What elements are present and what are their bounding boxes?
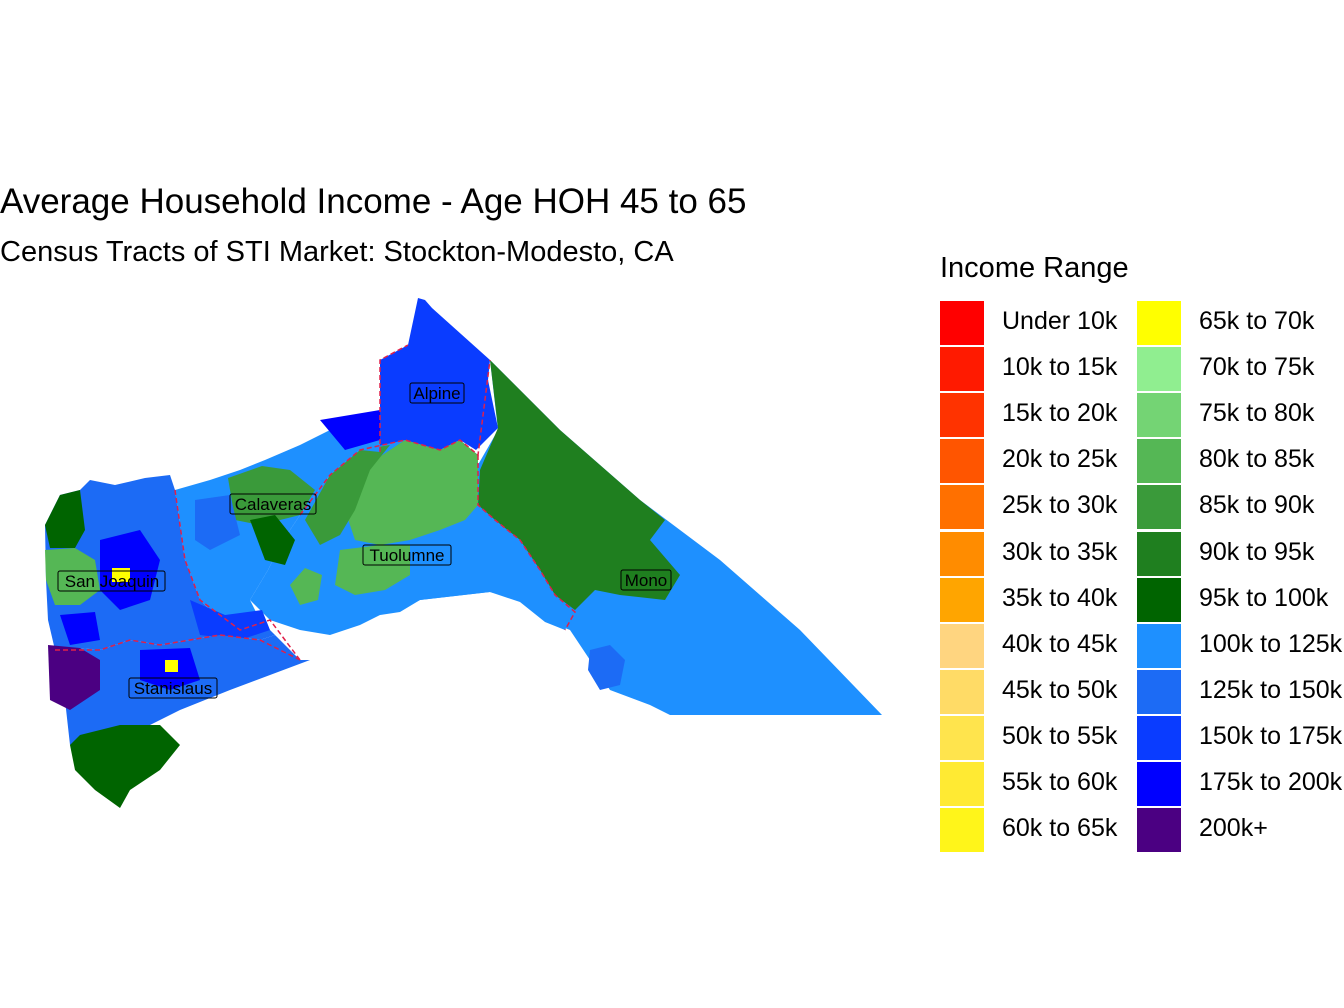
- legend-swatch: [1137, 577, 1181, 622]
- legend-label: 70k to 75k: [1199, 353, 1315, 382]
- stanislaus-south-darkgreen: [70, 725, 180, 808]
- map-title: Average Household Income - Age HOH 45 to…: [0, 182, 747, 221]
- tuolumne-green-tract-3: [290, 568, 322, 605]
- legend-label: 175k to 200k: [1199, 768, 1343, 796]
- legend-swatch: [1137, 762, 1181, 806]
- legend-label: 50k to 55k: [1002, 721, 1118, 750]
- legend-swatch: [1137, 485, 1181, 530]
- legend-label: 60k to 65k: [1002, 814, 1118, 843]
- legend-swatch: [1137, 808, 1181, 853]
- legend-label: 100k to 125k: [1199, 629, 1343, 658]
- legend-swatch: [940, 347, 984, 392]
- label-sanjoaquin-text: San Joaquin: [65, 572, 160, 591]
- mono-blue-tract: [588, 645, 625, 690]
- county-alpine-region: [380, 298, 498, 456]
- legend-label: 65k to 70k: [1199, 307, 1315, 335]
- label-stanislaus-text: Stanislaus: [134, 679, 212, 698]
- legend-swatch: [1137, 439, 1181, 484]
- legend-label: 55k to 60k: [1002, 768, 1118, 796]
- legend-swatch: [940, 301, 984, 345]
- stanislaus-purple-tract: [48, 645, 100, 710]
- county-sanjoaquin-region: [45, 475, 275, 650]
- sanjoaquin-darkgreen-tract: [45, 490, 85, 548]
- legend-label: 35k to 40k: [1002, 583, 1118, 612]
- legend-label: 45k to 50k: [1002, 675, 1118, 704]
- label-tuolumne-text: Tuolumne: [370, 546, 445, 565]
- label-calaveras-text: Calaveras: [235, 495, 312, 514]
- sanjoaquin-blue-tract-3: [60, 612, 100, 645]
- legend-swatch: [1137, 393, 1181, 438]
- legend-swatch: [940, 669, 984, 714]
- legend-swatch: [940, 393, 984, 438]
- legend-swatch: [940, 715, 984, 760]
- tuolumne-darkgreen-tract: [305, 445, 390, 545]
- legend-swatch: [1137, 715, 1181, 760]
- legend-swatch: [940, 762, 984, 806]
- mono-green-tract: [478, 360, 680, 610]
- label-tuolumne: Tuolumne: [362, 544, 452, 566]
- legend-swatch: [940, 531, 984, 576]
- sanjoaquin-blue-tract-2: [190, 600, 270, 640]
- label-stanislaus: Stanislaus: [128, 677, 218, 699]
- legend-swatch: [940, 577, 984, 622]
- legend-label: 125k to 150k: [1199, 675, 1343, 704]
- legend-label: 95k to 100k: [1199, 583, 1329, 612]
- legend-label: 25k to 30k: [1002, 491, 1118, 520]
- legend-swatch: [1137, 669, 1181, 714]
- legend-swatch: [1137, 623, 1181, 668]
- legend-label: 30k to 35k: [1002, 537, 1118, 566]
- legend-label: 10k to 15k: [1002, 353, 1118, 382]
- county-stanislaus-region: [55, 635, 310, 745]
- label-alpine: Alpine: [409, 382, 465, 404]
- legend-label: 20k to 25k: [1002, 445, 1118, 474]
- legend-title: Income Range: [940, 252, 1129, 284]
- tuolumne-green-tract-2: [335, 545, 410, 595]
- legend-swatch: [1137, 531, 1181, 576]
- label-sanjoaquin: San Joaquin: [57, 570, 166, 592]
- legend-label: 150k to 175k: [1199, 721, 1343, 750]
- tuolumne-green-tract: [345, 440, 478, 545]
- legend-label: 85k to 90k: [1199, 491, 1315, 520]
- legend-label: 200k+: [1199, 814, 1268, 843]
- legend-label: 40k to 45k: [1002, 629, 1118, 658]
- legend-swatch: [940, 808, 984, 853]
- county-boundaries: [55, 344, 576, 661]
- label-mono: Mono: [620, 569, 672, 591]
- legend-swatch: [940, 485, 984, 530]
- calaveras-navy-tract: [320, 410, 380, 450]
- calaveras-blue-tract: [195, 495, 240, 550]
- label-calaveras: Calaveras: [229, 493, 317, 515]
- legend-label: 15k to 20k: [1002, 399, 1118, 428]
- label-mono-text: Mono: [625, 571, 668, 590]
- legend-swatch: [940, 623, 984, 668]
- calaveras-green-tract: [228, 466, 315, 525]
- legend-swatch: [1137, 347, 1181, 392]
- legend-swatch: [1137, 301, 1181, 345]
- legend-label: 80k to 85k: [1199, 445, 1315, 474]
- legend-swatch: [940, 439, 984, 484]
- calaveras-darkgreen-tract: [250, 515, 295, 565]
- label-alpine-text: Alpine: [413, 384, 460, 403]
- map-subtitle: Census Tracts of STI Market: Stockton-Mo…: [0, 236, 674, 268]
- stanislaus-yellow-tract: [165, 660, 178, 672]
- choropleth-map: Alpine Calaveras San Joaquin Tuolumne Mo…: [45, 298, 882, 808]
- legend-label: 90k to 95k: [1199, 537, 1315, 566]
- legend-label: Under 10k: [1002, 307, 1118, 335]
- legend-label: 75k to 80k: [1199, 399, 1315, 428]
